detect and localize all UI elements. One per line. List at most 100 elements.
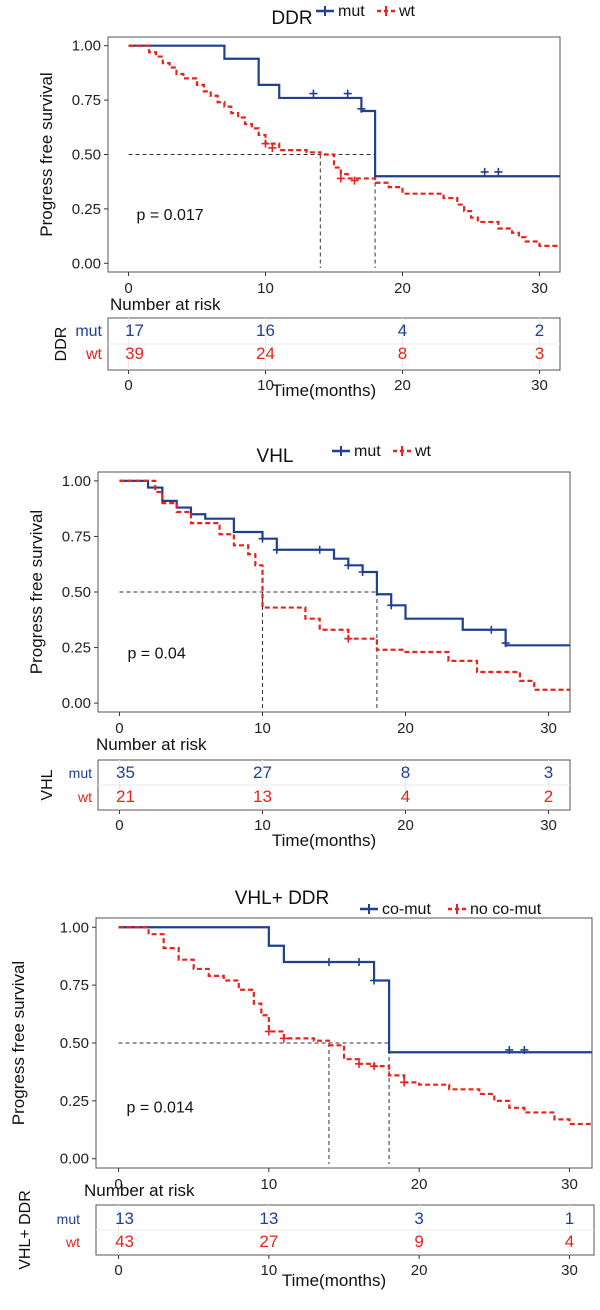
risk-table-heading: Number at risk — [96, 735, 207, 754]
risk-count: 8 — [398, 344, 407, 363]
y-tick-label: 1.00 — [72, 38, 101, 55]
risk-group-label: DDR — [53, 327, 70, 362]
y-tick-label: 1.00 — [62, 473, 91, 490]
risk-count: 21 — [116, 787, 135, 806]
y-tick-label: 0.25 — [72, 201, 101, 218]
legend-label-co-mut: co-mut — [382, 901, 431, 918]
chart-legend: mut wt — [316, 3, 416, 20]
legend-label-mut: mut — [354, 443, 381, 460]
risk-x-tick-label: 30 — [561, 1262, 578, 1279]
censor-mark-wt — [344, 634, 353, 643]
risk-count: 4 — [565, 1232, 574, 1251]
risk-table-heading: Number at risk — [110, 295, 221, 314]
risk-x-tick-label: 0 — [114, 1262, 122, 1279]
risk-x-tick-label: 10 — [261, 1262, 278, 1279]
censor-mark-mut — [343, 89, 352, 98]
p-value: p = 0.017 — [137, 207, 204, 224]
chart-title: VHL — [257, 446, 294, 467]
survival-curve-wt — [128, 44, 560, 247]
y-tick-label: 0.00 — [62, 695, 91, 712]
risk-x-tick-label: 0 — [115, 817, 123, 834]
risk-x-tick-label: 20 — [394, 377, 411, 394]
risk-count: 4 — [401, 787, 410, 806]
y-tick-label: 0.50 — [62, 584, 91, 601]
x-tick-label: 30 — [540, 720, 557, 737]
censor-mark-mut — [309, 89, 318, 98]
risk-table-heading: Number at risk — [84, 1181, 195, 1200]
y-tick-label: 0.75 — [62, 528, 91, 545]
censor-mark-mut — [387, 601, 396, 610]
risk-row-label-mut: mut — [69, 765, 92, 781]
survival-curve-co-mut — [118, 926, 592, 1054]
censor-mark-co-mut — [370, 976, 379, 985]
risk-count: 2 — [544, 787, 553, 806]
x-tick-label: 10 — [257, 280, 274, 297]
censor-mark-mut — [315, 545, 324, 554]
chart-title: DDR — [271, 8, 312, 29]
censor-mark-mut — [494, 167, 503, 176]
risk-x-tick-label: 20 — [397, 817, 414, 834]
censor-mark-mut — [344, 561, 353, 570]
censor-mark-mut — [501, 639, 510, 648]
risk-row-label-wt: wt — [85, 346, 103, 363]
censor-mark-co-mut — [505, 1045, 514, 1054]
y-axis-label: Progress free survival — [37, 72, 56, 236]
risk-count: 27 — [259, 1232, 278, 1251]
risk-count: 13 — [259, 1209, 278, 1228]
y-axis-label: Progress free survival — [27, 510, 46, 674]
risk-count: 3 — [544, 763, 553, 782]
y-tick-label: 0.75 — [60, 977, 89, 994]
risk-x-tick-label: 0 — [124, 377, 132, 394]
risk-count: 13 — [253, 787, 272, 806]
censor-mark-wt — [336, 174, 345, 183]
km-panel-3: VHL+ DDR co-mut no co-mut 0.00 0.25 0.50 0.75 1… — [9, 888, 595, 1290]
risk-x-tick-label: 10 — [257, 377, 274, 394]
risk-count: 35 — [116, 763, 135, 782]
x-tick-label: 20 — [394, 280, 411, 297]
risk-x-tick-label: 30 — [540, 817, 557, 834]
y-tick-label: 0.75 — [72, 92, 101, 109]
x-tick-label: 10 — [261, 1176, 278, 1193]
risk-count: 43 — [115, 1232, 134, 1251]
legend-label-wt: wt — [398, 3, 416, 20]
chart-legend: mut wt — [332, 443, 432, 460]
y-tick-label: 1.00 — [60, 919, 89, 936]
risk-count: 9 — [414, 1232, 423, 1251]
risk-count: 4 — [398, 321, 407, 340]
chart-title: VHL+ DDR — [235, 888, 330, 909]
censor-mark-mut — [258, 534, 267, 543]
censor-mark-wt — [268, 143, 277, 152]
censor-mark-wt — [350, 176, 359, 185]
risk-count: 3 — [535, 344, 544, 363]
risk-count: 1 — [565, 1209, 574, 1228]
censor-mark-mut — [487, 625, 496, 634]
risk-x-tick-label: 20 — [411, 1262, 428, 1279]
censor-mark-no co-mut — [355, 1059, 364, 1068]
censor-mark-wt — [261, 139, 270, 148]
risk-count: 16 — [256, 321, 275, 340]
x-tick-label: 30 — [531, 280, 548, 297]
p-value: p = 0.04 — [127, 646, 185, 663]
legend-label-mut: mut — [338, 3, 365, 20]
risk-count: 8 — [401, 763, 410, 782]
censor-mark-no co-mut — [264, 1027, 273, 1036]
survival-curve-wt — [119, 479, 570, 691]
legend-label-no co-mut: no co-mut — [470, 901, 542, 918]
risk-count: 13 — [115, 1209, 134, 1228]
km-panel-2: VHL mut wt0.000.250.500.751.000 10 20 30Progr… — [27, 443, 571, 850]
survival-curve-no co-mut — [118, 926, 592, 1126]
km-panel-1: DDR mut wt0.000.250.500.751.000 10 20 30Progr… — [37, 3, 561, 400]
risk-x-tick-label: 30 — [531, 377, 548, 394]
risk-count: 2 — [535, 321, 544, 340]
censor-mark-mut — [480, 167, 489, 176]
censor-mark-co-mut — [355, 957, 364, 966]
risk-row-label-wt: wt — [77, 789, 92, 805]
x-tick-label: 10 — [254, 720, 271, 737]
x-tick-label: 0 — [115, 720, 123, 737]
risk-count: 24 — [256, 344, 275, 363]
risk-x-tick-label: 10 — [254, 817, 271, 834]
legend-label-wt: wt — [414, 443, 432, 460]
x-axis-label: Time(months) — [272, 381, 376, 400]
p-value: p = 0.014 — [127, 1099, 194, 1116]
